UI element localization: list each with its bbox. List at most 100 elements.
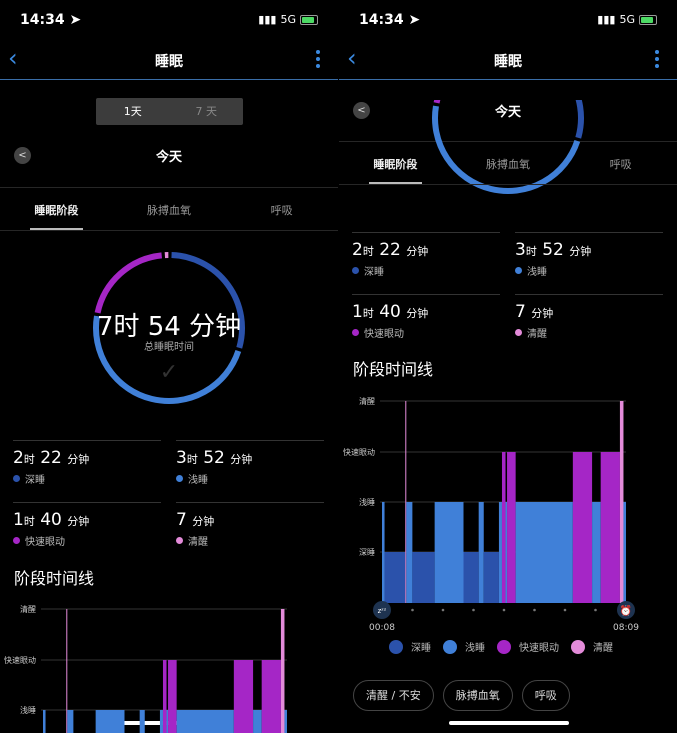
battery-icon (300, 14, 318, 25)
awake-dot-icon (176, 537, 183, 544)
level-label-deep: 深睡 (359, 548, 375, 557)
axis-dot (533, 608, 536, 612)
level-label-awake: 清醒 (20, 604, 36, 614)
rem-dot-icon (352, 329, 359, 336)
stage-bar-light (253, 710, 262, 733)
level-label-light: 浅睡 (359, 497, 375, 507)
page-title: 睡眠 (494, 54, 522, 70)
signal-icon: ▮▮▮ (258, 13, 277, 26)
legend-awake: 清醒 (571, 639, 613, 654)
stage-bar-rem (572, 452, 593, 603)
stage-bar-light (67, 710, 74, 733)
alarm-clock-icon (617, 601, 635, 619)
zzz-text: zᶻᶻ (378, 607, 387, 615)
more-menu-button[interactable] (655, 50, 659, 71)
stage-bar-rem (507, 452, 516, 603)
legend-light: 浅睡 (443, 639, 485, 654)
stage-bar-light (515, 502, 573, 603)
date-label: 今天 (155, 150, 182, 165)
range-7day[interactable]: 7 天 (195, 105, 218, 118)
total-sleep-value: 7时 54 分钟 (96, 312, 242, 342)
screen-left: 14:34 ➤ ▮▮▮ 5G ‹ 睡眠 1天 7 天 < 今天 睡眠阶段 脉搏血氧 呼吸 … (0, 0, 338, 733)
tab-0[interactable]: 睡眠阶段 (339, 156, 452, 184)
stage-bar-rem (233, 660, 254, 733)
rem-dot-icon (13, 537, 20, 544)
tab-bar: 睡眠阶段 脉搏血氧 呼吸 (339, 156, 677, 184)
axis-dot (563, 608, 567, 612)
check-icon: ✓ (159, 360, 179, 385)
stage-bar-light (623, 502, 626, 603)
timeline-heading: 阶段时间线 (353, 360, 434, 379)
range-toggle: 1天 7 天 (96, 98, 243, 125)
screen-right: 14:34 ➤ ▮▮▮ 5G ‹ 睡眠 < 今天 睡眠阶段 脉搏血氧 呼吸 2时 22… (339, 0, 677, 733)
stage-bar-light (592, 502, 601, 603)
home-indicator (449, 721, 569, 725)
tab-bar: 睡眠阶段 脉搏血氧 呼吸 (0, 202, 338, 230)
range-1day[interactable]: 1天 (123, 105, 142, 118)
awake-dot-icon (515, 329, 522, 336)
axis-dot (441, 608, 445, 612)
tab-1[interactable]: 脉搏血氧 (147, 204, 191, 217)
status-icons: ▮▮▮ 5G (597, 13, 657, 26)
stage-bar-light (43, 710, 46, 733)
back-button[interactable]: ‹ (347, 44, 357, 72)
detail-button-1[interactable]: 脉搏血氧 (442, 680, 513, 711)
date-label: 今天 (494, 105, 521, 120)
detail-buttons: 清醒 / 不安 脉搏血氧 呼吸 (353, 680, 570, 711)
stage-bar-deep (384, 552, 406, 603)
tab-2[interactable]: 呼吸 (609, 158, 632, 171)
battery-icon (639, 14, 657, 25)
previous-day-button[interactable]: < (14, 147, 31, 164)
divider (0, 230, 338, 231)
stage-bar-light (382, 502, 385, 603)
ring-segment-light (435, 106, 577, 191)
nav-header: ‹ 睡眠 (0, 40, 338, 80)
divider (0, 187, 338, 188)
stage-bar-rem (600, 452, 620, 603)
tab-0[interactable]: 睡眠阶段 (0, 202, 113, 230)
chart-legend: 深睡 浅睡 快速眼动 清醒 (389, 639, 613, 654)
divider (339, 184, 677, 185)
axis-dot (502, 608, 506, 612)
signal-icon: ▮▮▮ (597, 13, 616, 26)
more-menu-button[interactable] (316, 50, 320, 71)
previous-day-button[interactable]: < (353, 102, 370, 119)
deep-dot-icon (352, 267, 359, 274)
tab-1[interactable]: 脉搏血氧 (486, 158, 530, 171)
stage-bar-light (176, 710, 234, 733)
axis-dot (411, 608, 414, 612)
stage-bar-light (434, 502, 464, 603)
level-label-light: 浅睡 (20, 705, 36, 715)
stage-bar-rem (168, 660, 177, 733)
stage-bar-awake (619, 401, 624, 603)
level-label-rem: 快速眼动 (343, 447, 375, 457)
status-icons: ▮▮▮ 5G (258, 13, 318, 26)
detail-button-0[interactable]: 清醒 / 不安 (353, 680, 434, 711)
back-button[interactable]: ‹ (8, 44, 18, 72)
stat-light: 3时 52 分钟 浅睡 (176, 440, 324, 486)
level-label-awake: 清醒 (359, 396, 375, 406)
axis-dot (594, 608, 597, 612)
stage-bar-rem (501, 452, 506, 603)
stat-rem: 1时 40 分钟 快速眼动 (13, 502, 161, 548)
stage-bar-deep (483, 552, 499, 603)
stat-deep: 2时 22 分钟 深睡 (13, 440, 161, 486)
total-sleep-label: 总睡眠时间 (144, 342, 194, 353)
stage-bar-light (478, 502, 484, 603)
start-time-label: 00:08 (369, 623, 395, 633)
stat-awake: 7 分钟 清醒 (176, 502, 324, 548)
tab-2[interactable]: 呼吸 (270, 204, 293, 217)
stage-bar-rem (162, 660, 167, 733)
stage-bar-light (498, 502, 502, 603)
stage-bar-awake (280, 609, 285, 733)
sleep-start-icon (373, 601, 391, 619)
divider (339, 141, 677, 142)
stage-bar-deep (463, 552, 479, 603)
timeline-heading: 阶段时间线 (14, 569, 95, 588)
stage-bar-light (159, 710, 163, 733)
detail-button-2[interactable]: 呼吸 (521, 680, 570, 711)
stage-bar-light (139, 710, 145, 733)
legend-rem: 快速眼动 (497, 639, 559, 654)
